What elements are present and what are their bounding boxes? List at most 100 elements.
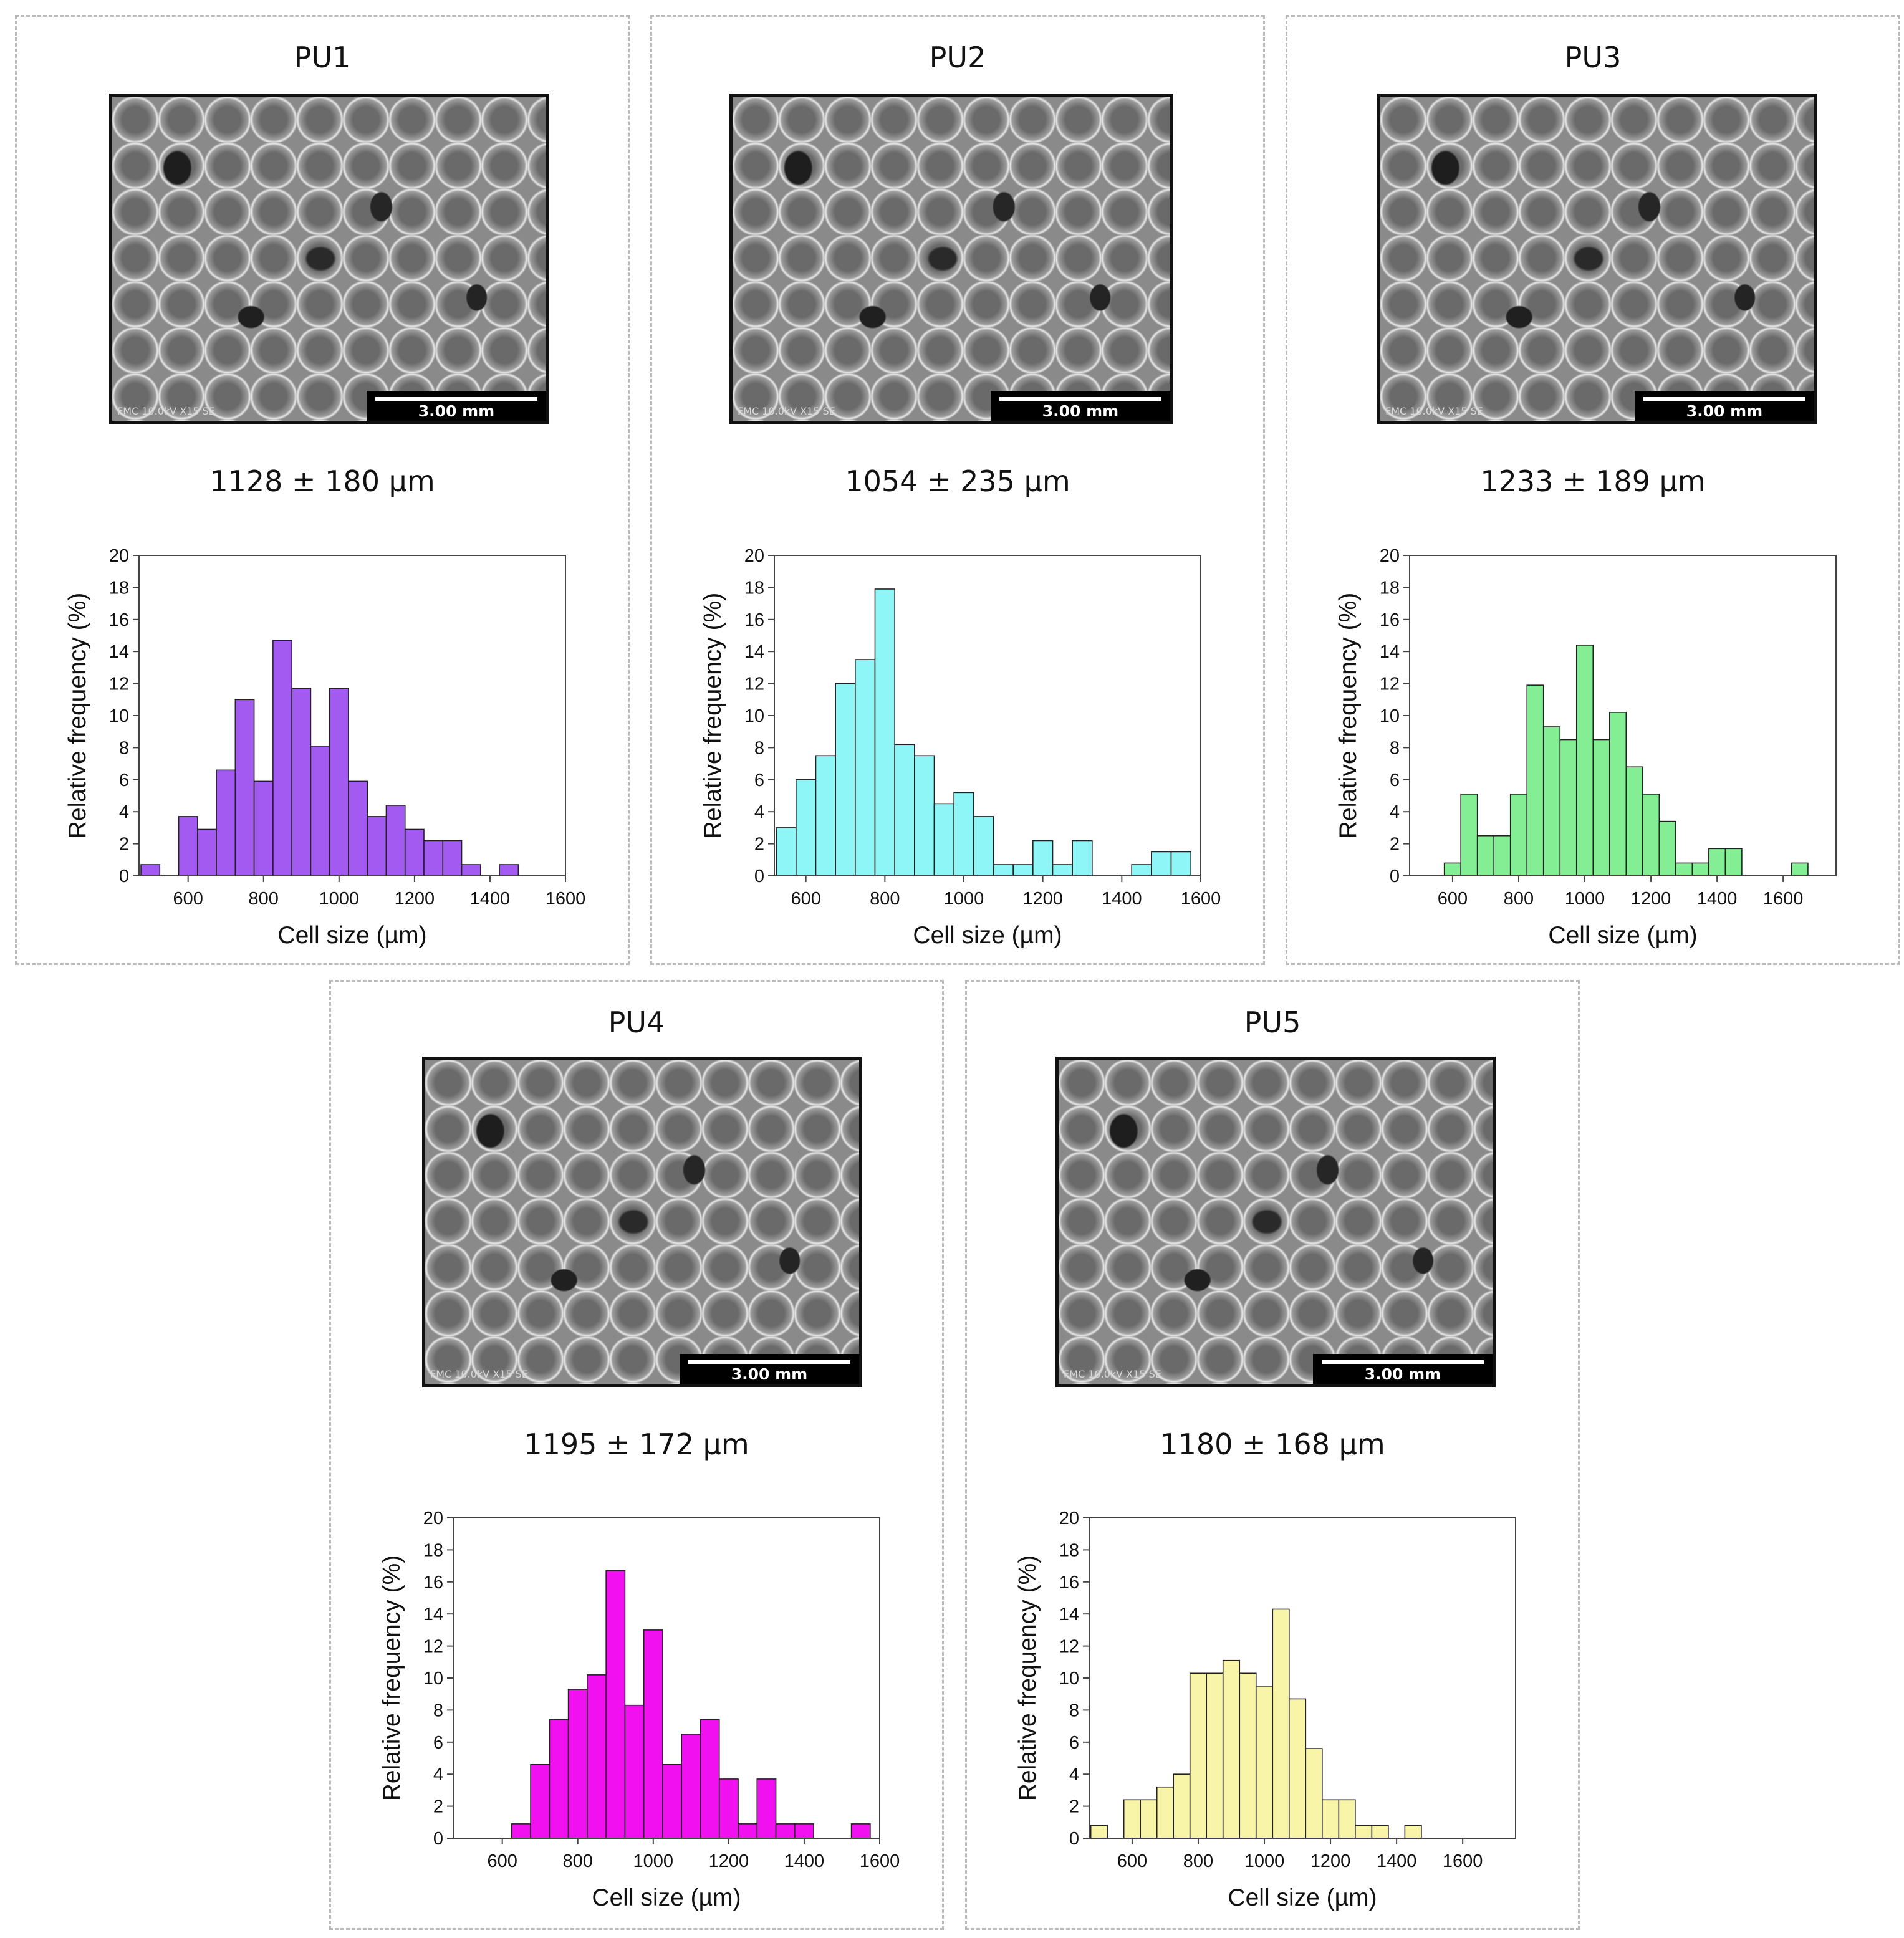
y-tick-label: 0 — [1069, 1829, 1079, 1849]
histogram-bar — [1493, 835, 1511, 876]
scale-bar: 3.00 mm — [1313, 1354, 1493, 1384]
y-tick-label: 2 — [1069, 1797, 1079, 1817]
histogram-bar — [1404, 1825, 1422, 1839]
x-tick-label: 1200 — [1022, 889, 1063, 909]
x-tick-label: 1400 — [1377, 1851, 1417, 1871]
y-tick-label: 0 — [433, 1829, 443, 1849]
x-tick-label: 600 — [173, 889, 203, 909]
x-tick-label: 1000 — [1244, 1851, 1285, 1871]
x-tick-label: 800 — [1504, 889, 1534, 909]
histogram-bar — [442, 840, 463, 876]
histogram-bar — [1206, 1672, 1224, 1839]
x-tick-label: 1200 — [1631, 889, 1671, 909]
panel-title: PU2 — [929, 41, 986, 74]
y-tick-label: 6 — [1069, 1733, 1079, 1753]
histogram-bar — [1090, 1825, 1108, 1839]
y-tick-label: 16 — [1059, 1573, 1079, 1593]
y-tick-label: 8 — [754, 738, 764, 758]
histogram-bar — [385, 805, 406, 876]
histogram-chart: 0 2 4 6 8 10 12 14 16 18 20 600 800 1000 1200 1400 1600 C… — [1014, 1509, 1516, 1911]
y-tick-label: 2 — [754, 835, 764, 855]
panel-pu1: PU1 FMC 10.0kV X15 SE 3.00 mm 1128 ± 180… — [15, 15, 630, 965]
panel-pu5: PU5 FMC 10.0kV X15 SE 3.00 mm 1180 ± 168… — [965, 980, 1580, 1930]
scale-bar: 3.00 mm — [1635, 391, 1814, 421]
histogram-bar — [1305, 1748, 1323, 1839]
histogram-bar — [835, 683, 856, 876]
histogram-bar — [178, 816, 198, 876]
scale-label: 3.00 mm — [1042, 402, 1119, 420]
y-tick-label: 14 — [1380, 642, 1400, 662]
histogram-bar — [973, 816, 994, 876]
y-tick-label: 10 — [1380, 706, 1400, 726]
histogram-bar — [718, 1778, 739, 1839]
histogram-bar — [796, 779, 817, 876]
panel-pu3: PU3 FMC 10.0kV X15 SE 3.00 mm 1233 ± 189… — [1286, 15, 1900, 965]
x-tick-label: 600 — [1117, 1851, 1147, 1871]
histogram-bar — [1322, 1799, 1340, 1839]
x-tick-label: 1400 — [784, 1851, 825, 1871]
histogram-bar — [1675, 862, 1693, 876]
scale-label: 3.00 mm — [1686, 402, 1763, 420]
histogram-bar — [815, 755, 836, 876]
histogram-bar — [1170, 851, 1191, 876]
histogram-bar — [1222, 1659, 1241, 1839]
scale-label: 3.00 mm — [418, 402, 495, 420]
x-tick-label: 1200 — [1310, 1851, 1351, 1871]
x-axis-label: Cell size (µm) — [1228, 1884, 1377, 1911]
x-tick-label: 1000 — [1565, 889, 1605, 909]
histogram-bar — [1708, 848, 1726, 876]
histogram-bar — [587, 1674, 607, 1839]
panel-pu4: PU4 FMC 10.0kV X15 SE 3.00 mm 1195 ± 172… — [329, 980, 944, 1930]
x-tick-label: 800 — [1183, 1851, 1213, 1871]
histogram-bar — [1460, 794, 1478, 876]
histogram-bar — [461, 864, 481, 876]
sem-image: FMC 10.0kV X15 SE 3.00 mm — [109, 94, 549, 424]
histogram-chart: 0 2 4 6 8 10 12 14 16 18 20 600 800 1000 1200 1400 1600 C… — [64, 546, 585, 949]
sem-metadata: FMC 10.0kV X15 SE — [1064, 1368, 1161, 1380]
y-axis-label: Relative frequency (%) — [1014, 1555, 1041, 1801]
histogram-bar — [1642, 794, 1660, 876]
y-tick-label: 18 — [1380, 578, 1400, 598]
histogram-bar — [1625, 766, 1643, 876]
histogram-bar — [329, 688, 349, 876]
histogram-bar — [738, 1823, 758, 1839]
x-tick-label: 1000 — [944, 889, 984, 909]
histogram-bar — [1443, 862, 1461, 876]
histogram-bar — [850, 1823, 871, 1839]
x-axis-label: Cell size (µm) — [592, 1884, 741, 1911]
y-tick-label: 4 — [119, 802, 129, 822]
x-tick-label: 600 — [487, 1851, 517, 1871]
x-tick-label: 1000 — [319, 889, 360, 909]
panel-title: PU5 — [1244, 1005, 1301, 1039]
histogram-bar — [1012, 864, 1034, 876]
x-axis-label: Cell size (µm) — [913, 922, 1062, 949]
y-tick-label: 2 — [1390, 835, 1400, 855]
x-tick-label: 1200 — [709, 1851, 749, 1871]
y-tick-label: 8 — [1069, 1701, 1079, 1720]
histogram-bar — [1123, 1799, 1141, 1839]
x-tick-label: 1600 — [860, 1851, 900, 1871]
y-tick-label: 12 — [109, 674, 129, 694]
histogram-bar — [1338, 1799, 1356, 1839]
histogram-bar — [1140, 1799, 1158, 1839]
y-tick-label: 14 — [423, 1605, 443, 1624]
histogram-bar — [914, 755, 935, 876]
x-tick-label: 1000 — [633, 1851, 674, 1871]
scale-label: 3.00 mm — [1364, 1365, 1441, 1383]
y-tick-label: 12 — [1059, 1637, 1079, 1657]
y-tick-label: 20 — [1059, 1509, 1079, 1528]
x-tick-label: 600 — [791, 889, 820, 909]
histogram-bar — [624, 1704, 645, 1839]
y-tick-label: 8 — [119, 738, 129, 758]
y-tick-label: 0 — [119, 866, 129, 886]
histogram-bar — [993, 864, 1014, 876]
y-axis-label: Relative frequency (%) — [700, 593, 726, 839]
histogram-bar — [1131, 864, 1152, 876]
y-tick-label: 0 — [1390, 866, 1400, 886]
sem-metadata: FMC 10.0kV X15 SE — [738, 405, 835, 417]
histogram-bar — [1575, 645, 1594, 876]
y-tick-label: 10 — [423, 1669, 443, 1689]
histogram-bar — [1592, 739, 1610, 876]
y-tick-label: 16 — [744, 610, 764, 630]
scale-bar: 3.00 mm — [367, 391, 546, 421]
